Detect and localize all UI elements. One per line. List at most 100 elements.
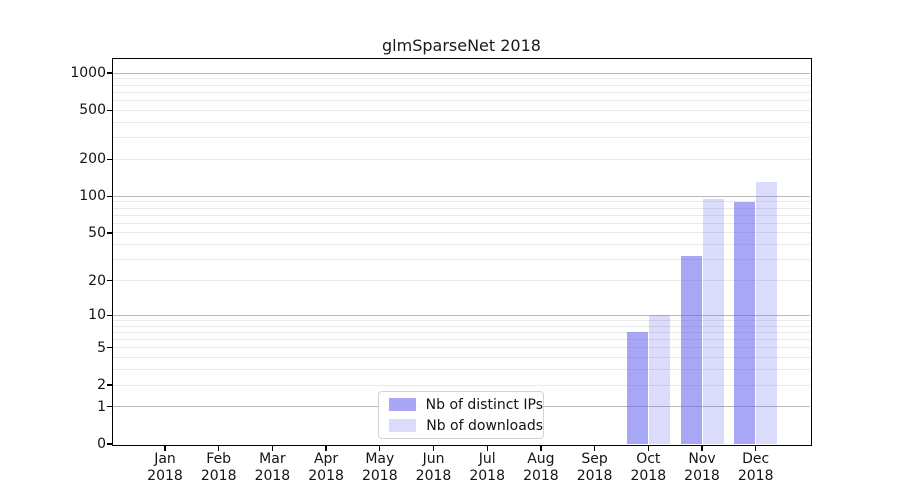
y-tick-label: 1000 bbox=[70, 65, 106, 82]
x-tick-year: 2018 bbox=[737, 468, 774, 484]
x-tick-mark bbox=[271, 445, 274, 451]
x-tick-mark bbox=[755, 445, 757, 451]
x-tick-month: Jan bbox=[154, 451, 176, 467]
minor-gridline bbox=[113, 84, 810, 86]
x-tick-label: Jun 2018 bbox=[399, 451, 469, 485]
y-tick-mark bbox=[106, 279, 113, 282]
legend-swatch-downloads bbox=[389, 419, 417, 432]
x-tick-year: 2018 bbox=[684, 468, 720, 484]
bar-downloads bbox=[756, 182, 778, 444]
x-tick-year: 2018 bbox=[576, 468, 613, 484]
x-tick-mark bbox=[379, 445, 381, 451]
x-tick-year: 2018 bbox=[308, 468, 344, 484]
y-tick-mark bbox=[106, 384, 113, 386]
labeled-gridline bbox=[113, 384, 810, 386]
y-tick-label: 20 bbox=[88, 272, 106, 289]
x-tick-month: Jun bbox=[422, 451, 445, 467]
y-tick-label: 500 bbox=[79, 102, 106, 119]
x-tick-month: Mar bbox=[259, 451, 286, 467]
legend-item-distinct-ips: Nb of distinct IPs bbox=[389, 397, 543, 413]
minor-gridline bbox=[113, 91, 810, 93]
x-tick-month: Feb bbox=[206, 451, 232, 467]
x-tick-label: Aug 2018 bbox=[506, 451, 576, 485]
x-tick-label: May 2018 bbox=[345, 451, 415, 485]
x-tick-year: 2018 bbox=[200, 468, 237, 484]
minor-gridline bbox=[113, 137, 810, 139]
x-tick-month: Aug bbox=[527, 451, 555, 467]
x-tick-label: Apr 2018 bbox=[291, 451, 361, 485]
y-tick-mark bbox=[106, 314, 113, 316]
y-tick-label: 200 bbox=[79, 151, 106, 168]
major-gridline bbox=[113, 314, 810, 316]
x-tick-label: Jan 2018 bbox=[130, 451, 200, 485]
x-tick-year: 2018 bbox=[469, 468, 505, 484]
x-tick-label: Mar 2018 bbox=[237, 451, 307, 485]
y-tick-label: 5 bbox=[97, 339, 106, 356]
y-tick-mark bbox=[106, 109, 113, 111]
x-tick-month: Dec bbox=[742, 451, 770, 467]
x-tick-mark bbox=[701, 445, 703, 451]
x-tick-month: Nov bbox=[688, 451, 716, 467]
legend-item-downloads: Nb of downloads bbox=[389, 418, 543, 434]
y-tick-label: 0 bbox=[97, 436, 106, 452]
major-gridline bbox=[113, 195, 810, 197]
x-tick-label: Oct 2018 bbox=[613, 451, 683, 485]
legend-label-distinct-ips: Nb of distinct IPs bbox=[425, 396, 543, 413]
minor-gridline bbox=[113, 325, 810, 327]
plot-area bbox=[113, 59, 810, 444]
y-tick-label: 50 bbox=[88, 224, 106, 241]
x-tick-mark bbox=[432, 445, 435, 451]
bar-downloads bbox=[702, 198, 724, 444]
x-tick-label: Feb 2018 bbox=[184, 451, 254, 485]
x-tick-label: Jul 2018 bbox=[452, 451, 522, 485]
minor-gridline bbox=[113, 369, 810, 371]
y-tick-mark bbox=[106, 72, 113, 74]
x-tick-month: Jul bbox=[478, 451, 496, 467]
y-tick-label: 10 bbox=[88, 307, 106, 324]
x-tick-mark bbox=[325, 445, 327, 451]
x-tick-month: Oct bbox=[636, 451, 661, 467]
minor-gridline bbox=[113, 331, 810, 333]
x-tick-label: Dec 2018 bbox=[721, 451, 791, 485]
x-tick-mark bbox=[164, 445, 166, 451]
labeled-gridline bbox=[113, 109, 810, 111]
minor-gridline bbox=[113, 99, 810, 101]
bar-distinct-ips bbox=[680, 256, 702, 444]
minor-gridline bbox=[113, 207, 810, 209]
x-tick-label: Nov 2018 bbox=[667, 451, 737, 485]
x-tick-month: May bbox=[365, 451, 395, 467]
y-tick-mark bbox=[106, 347, 113, 349]
labeled-gridline bbox=[113, 280, 810, 282]
bar-distinct-ips bbox=[734, 201, 756, 444]
legend-label-downloads: Nb of downloads bbox=[426, 417, 543, 434]
minor-gridline bbox=[113, 339, 810, 341]
labeled-gridline bbox=[113, 232, 810, 234]
minor-gridline bbox=[113, 259, 810, 261]
x-tick-mark bbox=[218, 445, 220, 451]
labeled-gridline bbox=[113, 347, 810, 349]
minor-gridline bbox=[113, 78, 810, 80]
x-tick-month: Apr bbox=[313, 451, 339, 467]
minor-gridline bbox=[113, 222, 810, 224]
labeled-gridline bbox=[113, 158, 810, 160]
minor-gridline bbox=[113, 244, 810, 246]
legend-swatch-distinct-ips bbox=[389, 398, 416, 411]
x-tick-year: 2018 bbox=[523, 468, 559, 484]
y-tick-label: 100 bbox=[79, 188, 106, 205]
chart-title: glmSparseNet 2018 bbox=[382, 36, 541, 55]
x-tick-mark bbox=[486, 445, 488, 451]
x-tick-year: 2018 bbox=[147, 468, 183, 484]
y-tick-mark bbox=[106, 232, 113, 234]
y-tick-mark bbox=[106, 158, 113, 160]
bar-downloads bbox=[648, 315, 670, 444]
minor-gridline bbox=[113, 357, 810, 359]
y-tick-label: 2 bbox=[97, 377, 106, 394]
x-tick-label: Sep 2018 bbox=[560, 451, 630, 485]
y-tick-mark bbox=[106, 406, 113, 408]
y-tick-mark bbox=[106, 195, 113, 197]
x-tick-month: Sep bbox=[581, 451, 608, 467]
minor-gridline bbox=[113, 319, 810, 321]
y-tick-mark bbox=[106, 443, 113, 445]
y-tick-label: 1 bbox=[97, 398, 106, 415]
